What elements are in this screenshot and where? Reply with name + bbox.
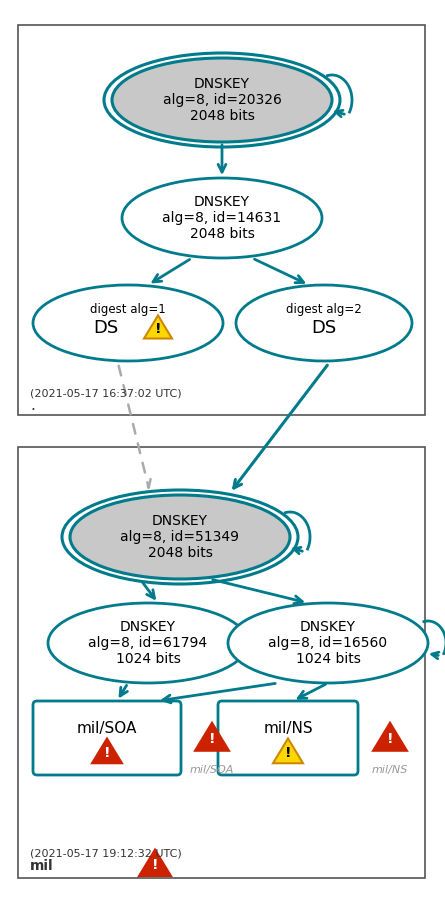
Ellipse shape <box>48 603 248 683</box>
Text: (2021-05-17 16:37:02 UTC): (2021-05-17 16:37:02 UTC) <box>30 388 182 398</box>
Text: DS: DS <box>93 319 119 337</box>
Text: digest alg=2: digest alg=2 <box>286 302 362 316</box>
Text: DNSKEY
alg=8, id=61794
1024 bits: DNSKEY alg=8, id=61794 1024 bits <box>89 619 207 666</box>
Text: DNSKEY
alg=8, id=16560
1024 bits: DNSKEY alg=8, id=16560 1024 bits <box>268 619 388 666</box>
Bar <box>18 25 425 415</box>
FancyBboxPatch shape <box>33 701 181 775</box>
Polygon shape <box>273 738 303 763</box>
Polygon shape <box>139 850 171 876</box>
Text: digest alg=1: digest alg=1 <box>90 302 166 316</box>
Text: .: . <box>30 397 35 413</box>
Text: DNSKEY
alg=8, id=20326
2048 bits: DNSKEY alg=8, id=20326 2048 bits <box>162 76 281 123</box>
Text: DS: DS <box>312 319 336 337</box>
Text: !: ! <box>104 746 110 760</box>
Text: !: ! <box>387 732 393 746</box>
Polygon shape <box>195 723 229 751</box>
Polygon shape <box>92 738 122 763</box>
FancyBboxPatch shape <box>218 701 358 775</box>
Text: !: ! <box>152 858 158 872</box>
Text: mil/SOA: mil/SOA <box>190 765 234 775</box>
Ellipse shape <box>122 178 322 258</box>
Text: DNSKEY
alg=8, id=51349
2048 bits: DNSKEY alg=8, id=51349 2048 bits <box>121 514 239 560</box>
Text: mil/NS: mil/NS <box>372 765 408 775</box>
Text: DNSKEY
alg=8, id=14631
2048 bits: DNSKEY alg=8, id=14631 2048 bits <box>162 195 282 241</box>
Ellipse shape <box>236 285 412 361</box>
Ellipse shape <box>33 285 223 361</box>
Text: (2021-05-17 19:12:32 UTC): (2021-05-17 19:12:32 UTC) <box>30 849 182 859</box>
Text: mil: mil <box>30 859 54 873</box>
Text: !: ! <box>209 732 215 746</box>
Text: mil/SOA: mil/SOA <box>77 720 137 735</box>
Ellipse shape <box>70 495 290 579</box>
Text: mil/NS: mil/NS <box>263 720 313 735</box>
Bar <box>18 447 425 878</box>
Text: !: ! <box>285 746 291 760</box>
Polygon shape <box>373 723 407 751</box>
Ellipse shape <box>112 58 332 142</box>
Text: !: ! <box>155 322 161 336</box>
Polygon shape <box>144 316 172 339</box>
Ellipse shape <box>228 603 428 683</box>
